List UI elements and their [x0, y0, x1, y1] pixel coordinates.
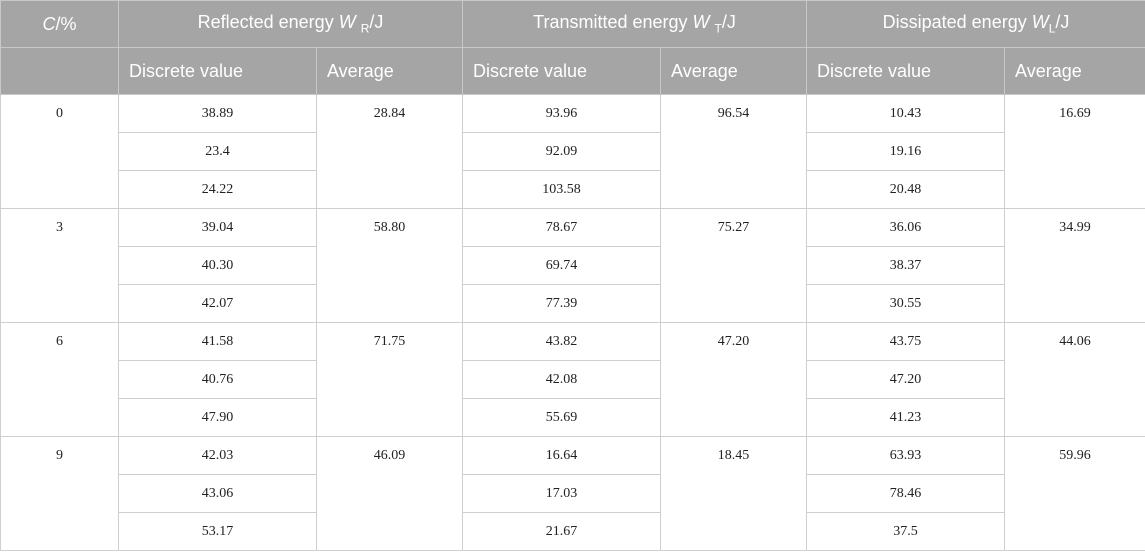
var: W	[692, 12, 710, 33]
discrete-value: 53.17	[118, 512, 317, 551]
discrete-value: 36.06	[806, 208, 1006, 247]
discrete-value: 43.06	[118, 474, 317, 513]
data-row: 40.76 42.08 47.20	[1, 360, 1145, 399]
group-header: Reflected energy W R/J	[117, 0, 464, 48]
discrete-value: 43.82	[462, 322, 662, 361]
header-row: C/% Reflected energy W R/J Transmitted e…	[0, 0, 1145, 48]
subheader: Discrete value	[806, 47, 1006, 95]
discrete-value: 10.43	[806, 94, 1006, 133]
subheader: Average	[1004, 47, 1145, 95]
discrete-value: 69.74	[462, 246, 662, 285]
discrete-value: 24.22	[118, 170, 317, 209]
average-value: 75.27	[660, 208, 808, 323]
discrete-value: 92.09	[462, 132, 662, 171]
data-row: 23.4 92.09 19.16	[1, 132, 1145, 171]
average-value: 58.80	[315, 208, 464, 323]
discrete-value: 37.5	[806, 512, 1006, 551]
average-value: 71.75	[315, 322, 464, 437]
subheader: Average	[315, 47, 464, 95]
c-value: 6	[0, 322, 119, 437]
average-value: 47.20	[660, 322, 808, 437]
average-value: 16.69	[1004, 94, 1145, 209]
group-header: Transmitted energy W T/J	[462, 0, 808, 48]
sub: L	[1048, 21, 1056, 36]
c-value: 3	[0, 208, 119, 323]
discrete-value: 47.90	[118, 398, 317, 437]
discrete-value: 39.04	[118, 208, 317, 247]
average-value: 96.54	[660, 94, 808, 209]
data-row: 3 39.04 58.80 78.67 75.27 36.06 34.99	[0, 208, 1145, 323]
data-row: 6 41.58 71.75 43.82 47.20 43.75 44.06	[0, 322, 1145, 437]
discrete-value: 63.93	[806, 436, 1006, 475]
average-value: 34.99	[1004, 208, 1145, 323]
data-row: 42.07 77.39 30.55	[1, 284, 1145, 323]
label: Transmitted energy	[533, 12, 693, 33]
data-row: 40.30 69.74 38.37	[1, 246, 1145, 285]
discrete-value: 19.16	[806, 132, 1006, 171]
var: W	[338, 12, 356, 33]
discrete-value: 78.67	[462, 208, 662, 247]
subheader: Discrete value	[462, 47, 662, 95]
data-row: 47.90 55.69 41.23	[1, 398, 1145, 437]
unit: /%	[55, 13, 77, 34]
discrete-value: 42.08	[462, 360, 662, 399]
table-header: C/% Reflected energy W R/J Transmitted e…	[0, 0, 1145, 95]
sub: R	[360, 21, 370, 36]
c-value: 9	[0, 436, 119, 551]
average-value: 44.06	[1004, 322, 1145, 437]
data-row: 24.22 103.58 20.48	[1, 170, 1145, 209]
table-body: 0 38.89 28.84 93.96 96.54 10.43 16.69 23.4 92.09…	[0, 94, 1145, 551]
data-row: 43.06 17.03 78.46	[1, 474, 1145, 513]
discrete-value: 47.20	[806, 360, 1006, 399]
data-row: 0 38.89 28.84 93.96 96.54 10.43 16.69	[0, 94, 1145, 209]
subheader: Discrete value	[118, 47, 317, 95]
subheader-row: Discrete value Average Discrete value Avera…	[0, 47, 1145, 95]
discrete-value: 77.39	[462, 284, 662, 323]
discrete-value: 55.69	[462, 398, 662, 437]
data-row: 9 42.03 46.09 16.64 18.45 63.93 59.96	[0, 436, 1145, 551]
discrete-value: 38.37	[806, 246, 1006, 285]
average-value: 28.84	[315, 94, 464, 209]
unit: /J	[1055, 12, 1070, 33]
discrete-value: 30.55	[806, 284, 1006, 323]
discrete-value: 38.89	[118, 94, 317, 133]
subheader: Average	[660, 47, 808, 95]
discrete-value: 42.03	[118, 436, 317, 475]
unit: /J	[721, 12, 736, 33]
data-row: 53.17 21.67 37.5	[1, 512, 1145, 551]
var: W	[1031, 12, 1049, 33]
discrete-value: 23.4	[118, 132, 317, 171]
discrete-value: 20.48	[806, 170, 1006, 209]
average-value: 59.96	[1004, 436, 1145, 551]
discrete-value: 41.58	[118, 322, 317, 361]
group-header: Dissipated energy WL/J	[806, 0, 1145, 48]
c-value: 0	[0, 94, 119, 209]
unit: /J	[369, 12, 384, 33]
discrete-value: 17.03	[462, 474, 662, 513]
discrete-value: 41.23	[806, 398, 1006, 437]
discrete-value: 103.58	[462, 170, 662, 209]
blank-header	[0, 47, 119, 95]
sub: T	[714, 21, 722, 36]
discrete-value: 40.30	[118, 246, 317, 285]
average-value: 46.09	[315, 436, 464, 551]
discrete-value: 16.64	[462, 436, 662, 475]
discrete-value: 78.46	[806, 474, 1006, 513]
label: Dissipated energy	[882, 12, 1032, 33]
discrete-value: 21.67	[462, 512, 662, 551]
discrete-value: 43.75	[806, 322, 1006, 361]
label: Reflected energy	[197, 12, 339, 33]
average-value: 18.45	[660, 436, 808, 551]
discrete-value: 42.07	[118, 284, 317, 323]
c-header: C/%	[0, 0, 119, 48]
discrete-value: 40.76	[118, 360, 317, 399]
var: C	[42, 13, 56, 34]
discrete-value: 93.96	[462, 94, 662, 133]
